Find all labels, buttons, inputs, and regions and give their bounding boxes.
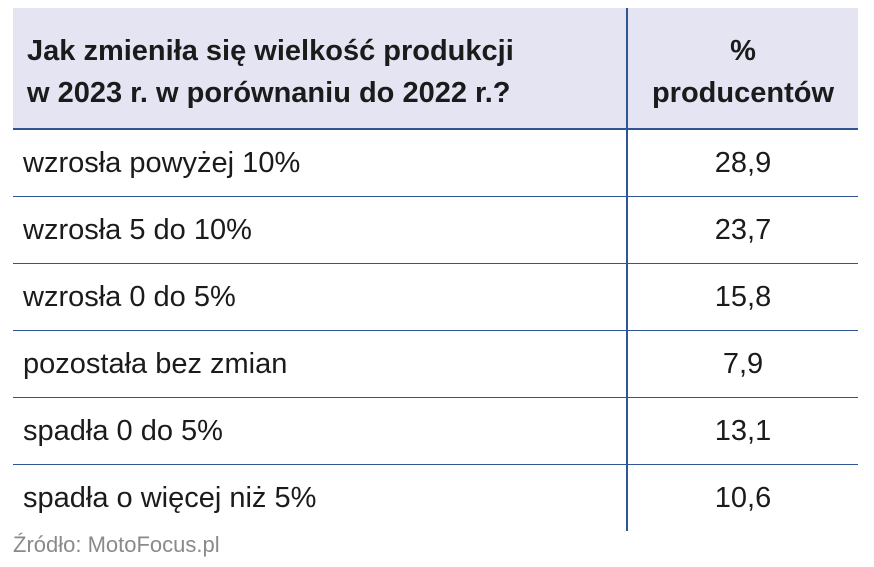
table-body: wzrosła powyżej 10% 28,9 wzrosła 5 do 10% 2…: [13, 128, 858, 531]
header-question: Jak zmieniła się wielkość produkcji w 20…: [13, 8, 626, 128]
header-percent-line1: %: [730, 35, 756, 67]
data-table: Jak zmieniła się wielkość produkcji w 20…: [13, 8, 858, 531]
row-label: wzrosła 0 do 5%: [23, 281, 236, 313]
table-row: wzrosła 5 do 10% 23,7: [13, 196, 858, 263]
row-value: 7,9: [626, 331, 858, 397]
table-row: pozostała bez zmian 7,9: [13, 330, 858, 397]
row-label: wzrosła 5 do 10%: [23, 214, 252, 246]
row-label: wzrosła powyżej 10%: [23, 147, 301, 179]
row-value: 23,7: [626, 197, 858, 263]
row-value: 28,9: [626, 130, 858, 196]
row-value: 13,1: [626, 398, 858, 464]
header-question-line1: Jak zmieniła się wielkość produkcji: [27, 35, 514, 67]
header-percent-line2: producentów: [651, 77, 835, 109]
row-label: spadła o więcej niż 5%: [23, 482, 317, 514]
table-row: wzrosła powyżej 10% 28,9: [13, 128, 858, 196]
table-row: spadła o więcej niż 5% 10,6: [13, 464, 858, 531]
header-percent: % producentów: [626, 8, 858, 128]
header-question-line2: w 2023 r. w porównaniu do 2022 r.?: [27, 77, 511, 109]
row-label: spadła 0 do 5%: [23, 415, 223, 447]
source-note: Źródło: MotoFocus.pl: [13, 532, 220, 557]
row-label: pozostała bez zmian: [23, 348, 288, 380]
row-value: 10,6: [626, 465, 858, 531]
row-value: 15,8: [626, 264, 858, 330]
table-row: wzrosła 0 do 5% 15,8: [13, 263, 858, 330]
table-row: spadła 0 do 5% 13,1: [13, 397, 858, 464]
table-header: Jak zmieniła się wielkość produkcji w 20…: [13, 8, 858, 128]
